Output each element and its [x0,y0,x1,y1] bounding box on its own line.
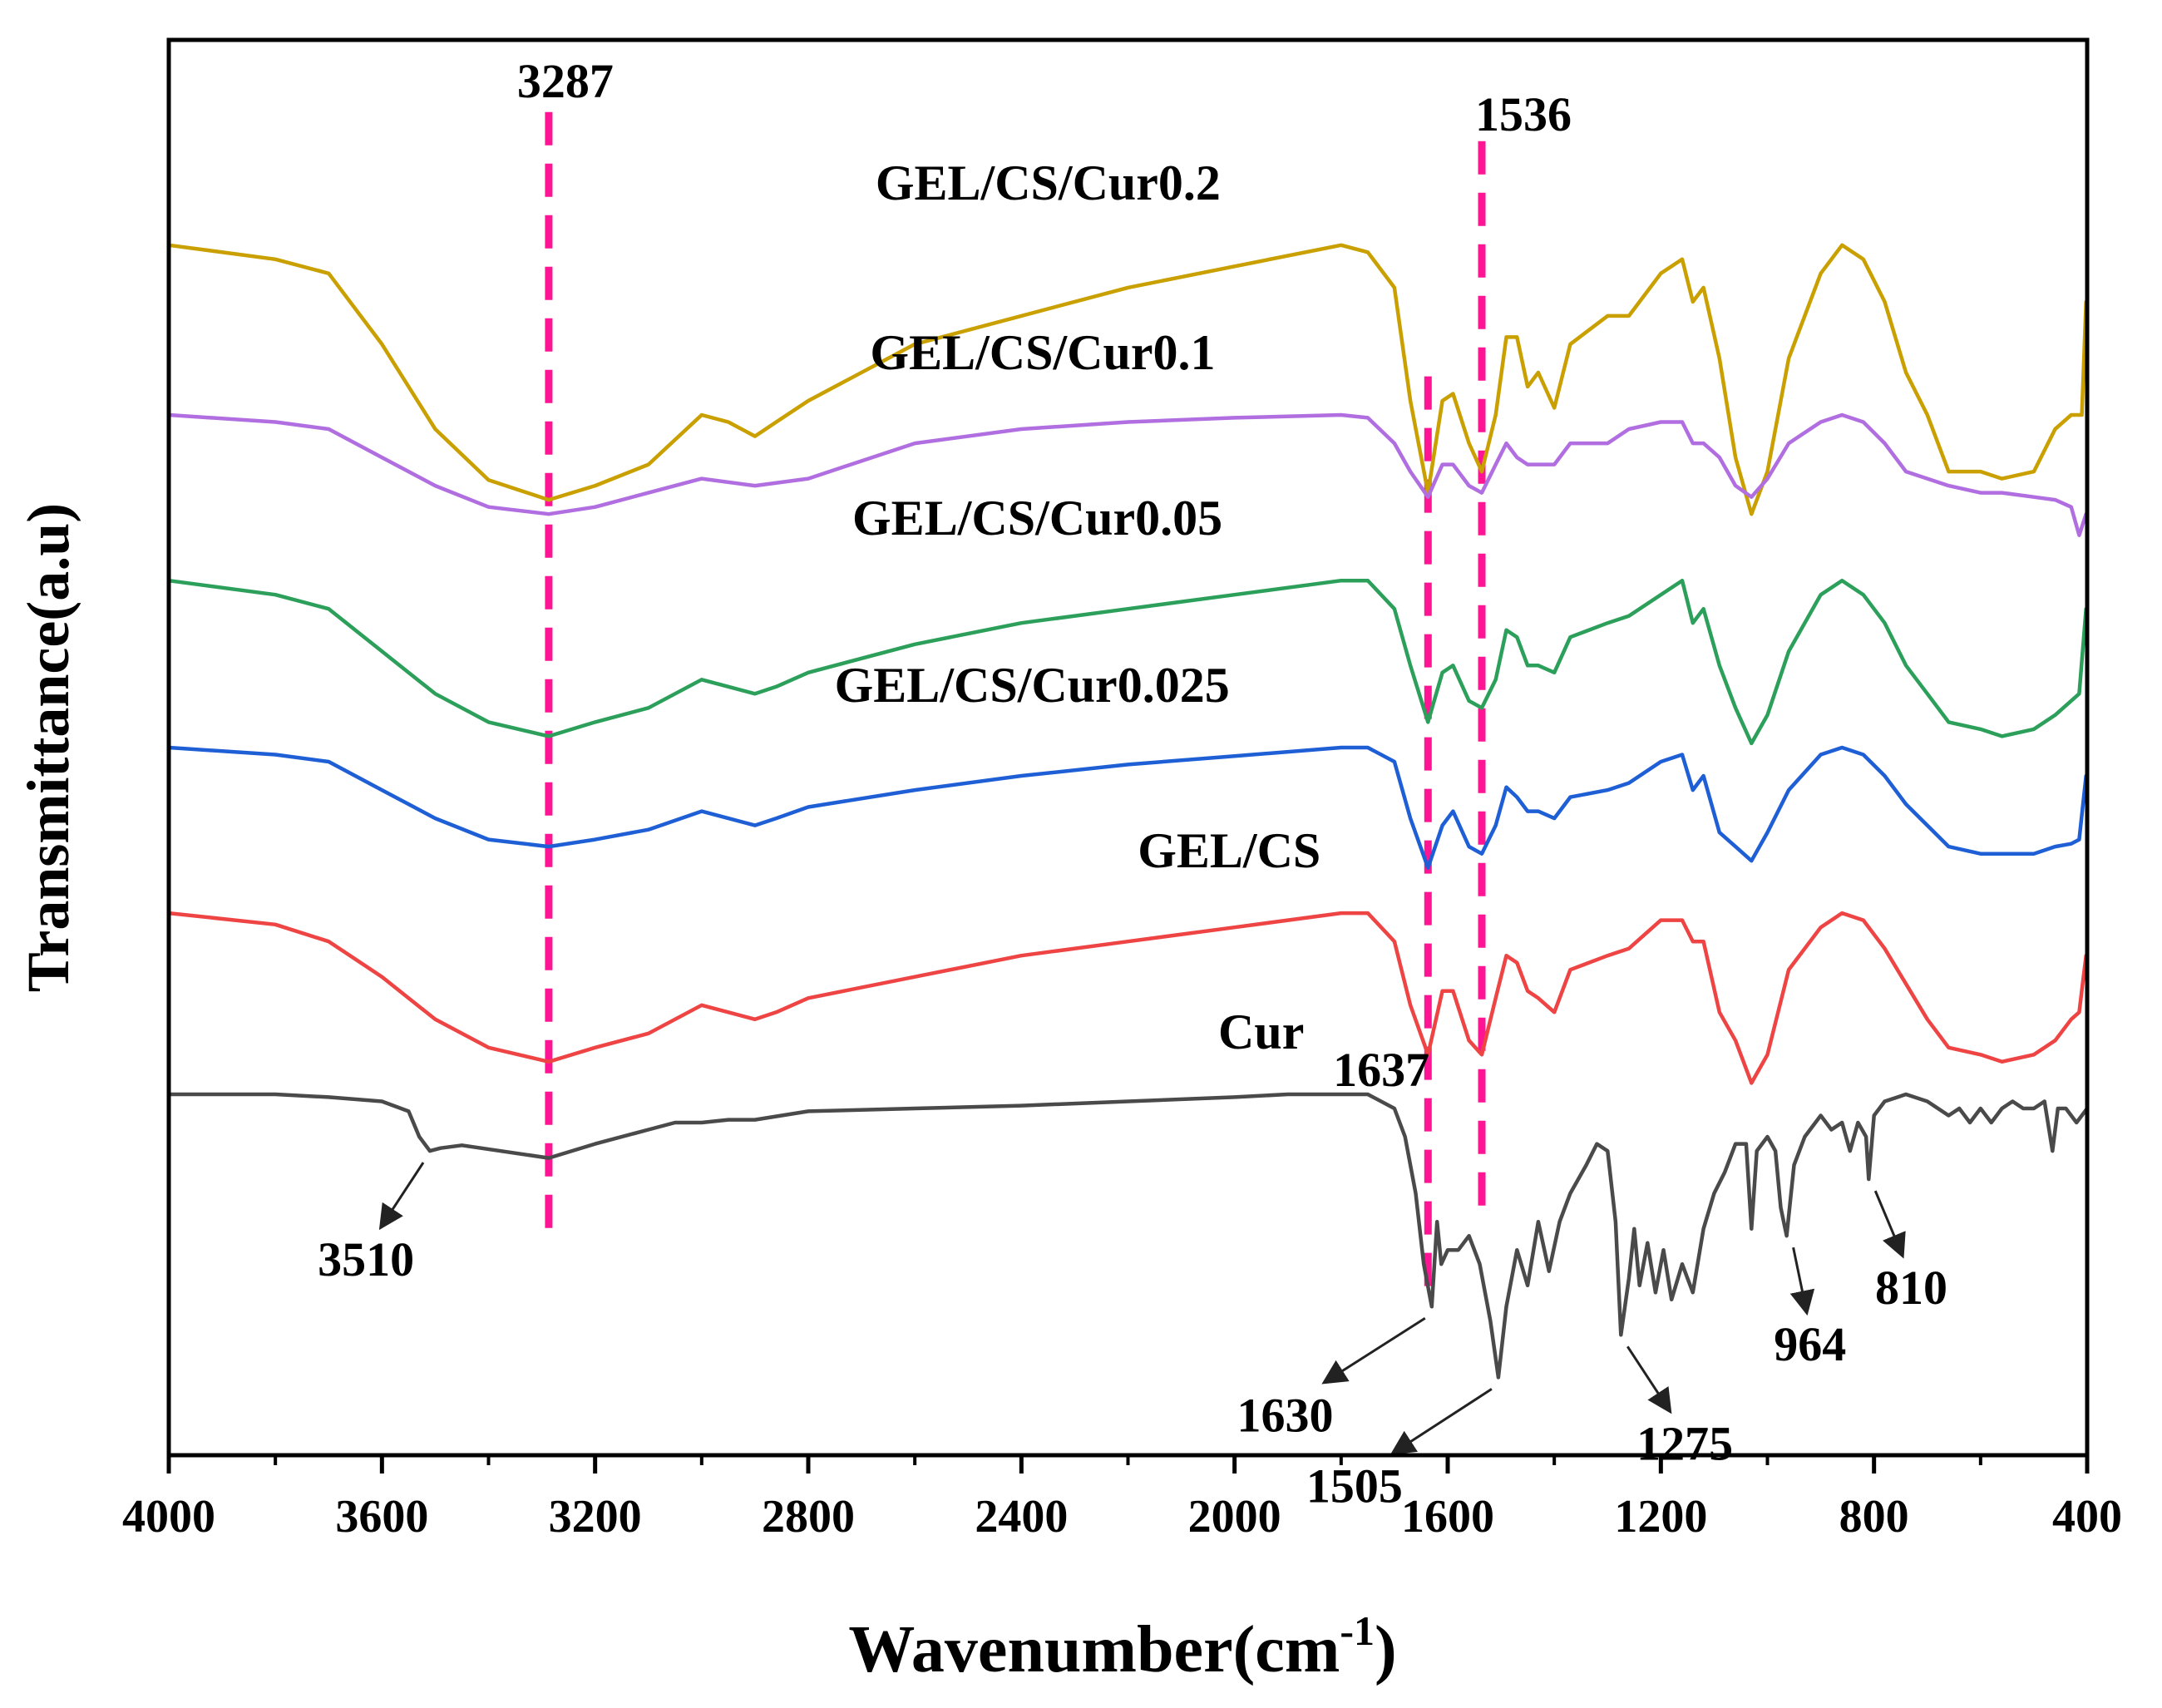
x-axis: 4000 3600 3200 2800 2400 2000 1600 1200 800 400 [122,1455,2122,1543]
peak-arrow-3510 [378,1162,425,1231]
peak-label-1630: 1630 [1237,1388,1334,1442]
peak-label-3287: 3287 [517,54,614,108]
peak-arrow-964 [1789,1246,1815,1316]
series-line-gel-cs-cur0-1 [166,412,2088,537]
series-layer [166,243,2090,1380]
peak-label-3510: 3510 [318,1232,414,1286]
series-label-gel-cs: GEL/CS [1138,823,1320,878]
peak-arrow-1505 [1390,1388,1493,1455]
x-tick-label-400: 400 [2052,1491,2122,1543]
peak-arrow-1275 [1626,1345,1672,1414]
x-tick-label-3600: 3600 [335,1491,428,1543]
x-tick-label-800: 800 [1839,1491,1909,1543]
series-line-cur [166,1092,2090,1380]
series-label-gel-cs-cur0-2: GEL/CS/Cur0.2 [876,155,1221,210]
peak-label-810: 810 [1875,1261,1947,1315]
peak-label-1536: 1536 [1475,87,1572,141]
series-label-gel-cs-cur0-1: GEL/CS/Cur0.1 [870,325,1215,380]
series-line-gel-cs-cur0-2 [166,243,2088,516]
series-label-cur: Cur [1218,1005,1304,1059]
reference-lines [545,111,1486,1296]
series-line-gel-cs-cur0-05 [166,578,2088,746]
x-tick-label-2800: 2800 [762,1491,855,1543]
x-tick-label-1600: 1600 [1401,1491,1494,1543]
peak-label-1637: 1637 [1333,1043,1429,1097]
x-axis-title-close: ) [1375,1613,1397,1686]
x-tick-label-2000: 2000 [1188,1491,1281,1543]
series-label-gel-cs-cur0-05: GEL/CS/Cur0.05 [852,491,1222,545]
x-axis-title-superscript: -1 [1340,1607,1375,1654]
series-label-gel-cs-cur0-025: GEL/CS/Cur0.025 [835,658,1230,713]
x-tick-label-1200: 1200 [1614,1491,1707,1543]
x-axis-title: Wavenumber(cm-1) [848,1607,1396,1686]
peak-arrow-1630 [1321,1317,1426,1385]
series-line-gel-cs [166,911,2088,1085]
peak-label-1505: 1505 [1306,1459,1403,1513]
peak-label-1275: 1275 [1636,1416,1733,1470]
x-tick-label-3200: 3200 [549,1491,642,1543]
labels-layer: GEL/CS/Cur0.2 GEL/CS/Cur0.1 GEL/CS/Cur0.05… [318,54,1947,1513]
peak-arrow-810 [1873,1190,1906,1259]
peak-label-964: 964 [1774,1317,1846,1371]
x-tick-label-4000: 4000 [122,1491,215,1543]
x-axis-title-main: Wavenumber(cm [848,1613,1340,1686]
x-tick-label-2400: 2400 [975,1491,1068,1543]
series-line-gel-cs-cur0-025 [166,745,2088,870]
y-axis-title: Transmittance(a.u) [15,503,81,993]
